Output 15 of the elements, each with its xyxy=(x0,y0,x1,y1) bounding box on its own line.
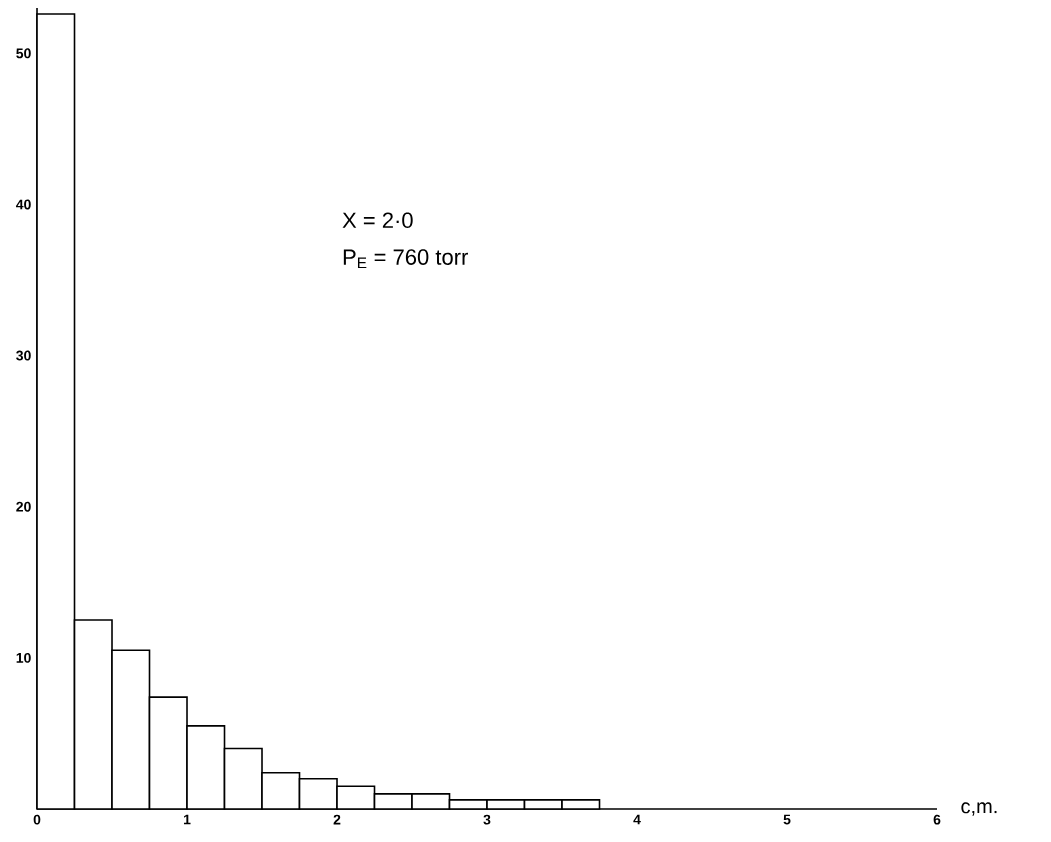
annotation: X = 2·0 xyxy=(342,212,413,229)
y-tick-label: 40 xyxy=(15,199,31,210)
y-tick-label: 50 xyxy=(16,48,31,59)
x-tick-label: 6 xyxy=(933,814,941,825)
annotation: P$_{E}$ = 760 torr xyxy=(343,249,468,269)
x-axis-title: c,m. xyxy=(961,802,997,816)
x-tick-label: 0 xyxy=(33,814,41,825)
x-tick-label: 2 xyxy=(333,814,341,825)
y-tick-label: 10 xyxy=(16,652,31,663)
x-tick-label: 1 xyxy=(183,814,191,825)
x-tick-label: 3 xyxy=(483,814,491,825)
x-tick-label: 5 xyxy=(783,814,791,825)
y-tick-label: 20 xyxy=(16,501,31,512)
x-tick-label: 4 xyxy=(633,814,641,825)
y-tick-label: 30 xyxy=(16,350,31,361)
